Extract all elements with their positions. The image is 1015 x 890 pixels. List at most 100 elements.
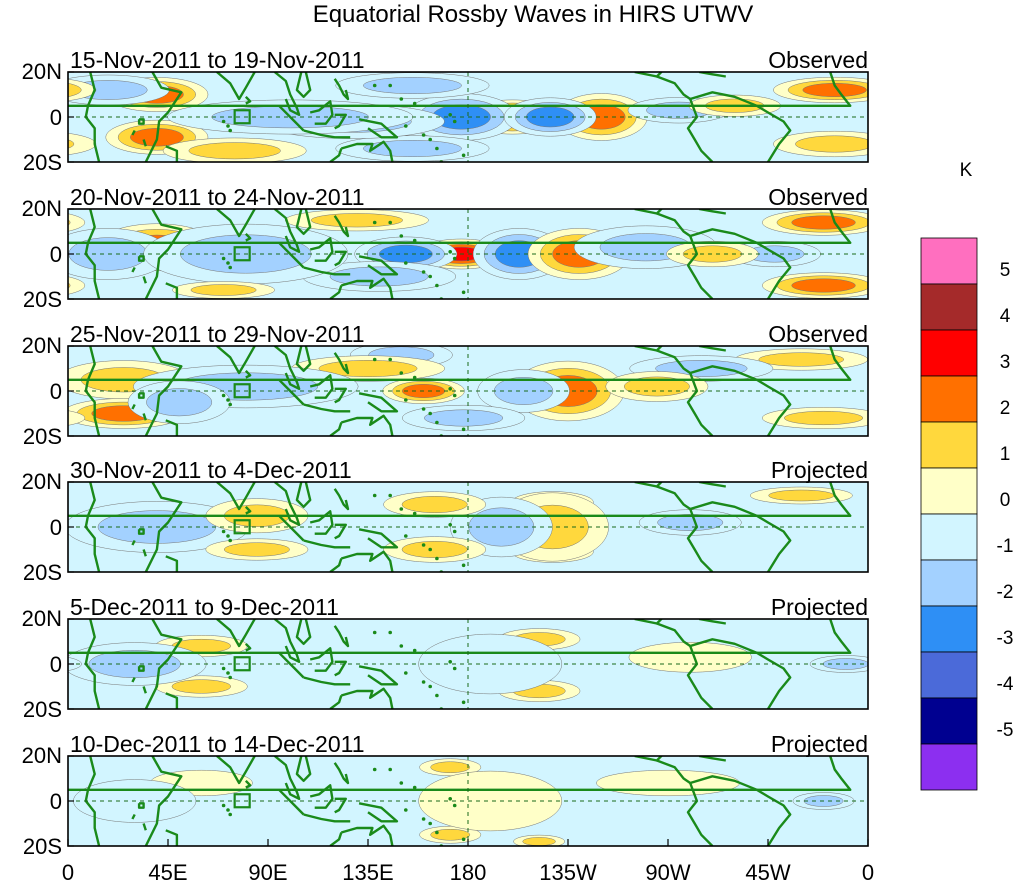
contour-level xyxy=(795,135,868,153)
y-tick-label: 0 xyxy=(50,379,62,404)
colorbar-level-label: 3 xyxy=(1000,352,1011,373)
y-tick-label: 0 xyxy=(50,515,62,540)
anomaly-blob xyxy=(68,74,170,106)
anomaly-blob xyxy=(172,281,275,299)
y-tick-label: 0 xyxy=(50,652,62,677)
colorbar-level-label: -3 xyxy=(997,628,1014,649)
anomaly-blob xyxy=(773,130,868,158)
panel-status-label: Projected xyxy=(771,594,868,620)
anomaly-blob xyxy=(596,769,740,797)
contour-level xyxy=(401,496,468,513)
colorbar-swatch xyxy=(920,559,978,607)
anomaly-blob xyxy=(773,76,868,104)
anomaly-blob xyxy=(762,407,868,429)
panel-status-label: Projected xyxy=(771,731,868,757)
chart-title: Equatorial Rossby Waves in HIRS UTWV xyxy=(313,1,754,28)
contour-level xyxy=(758,352,845,367)
anomaly-blob xyxy=(477,369,570,413)
colorbar-level-label: -5 xyxy=(997,720,1014,741)
y-tick-label: 20S xyxy=(23,287,62,312)
colorbar-level-label: 2 xyxy=(1000,398,1011,419)
colorbar-level-label: 5 xyxy=(1000,260,1011,281)
anomaly-blob xyxy=(762,272,868,299)
y-tick-label: 20N xyxy=(22,333,62,358)
x-axis: 0 45E 90E 135E 180 135W 90W 45W 0 xyxy=(62,839,874,885)
anomaly-blob xyxy=(762,209,868,236)
contour-level xyxy=(418,633,563,695)
contour-level xyxy=(791,215,856,230)
colorbar-level-label: -1 xyxy=(997,536,1014,557)
panel-status-label: Observed xyxy=(768,47,868,73)
panel-period-label: 15-Nov-2011 to 19-Nov-2011 xyxy=(70,47,365,73)
reference-box xyxy=(233,109,251,125)
x-tick-label: 135W xyxy=(539,860,597,885)
colorbar-units-label: K xyxy=(960,160,973,181)
anomaly-blob xyxy=(402,404,526,432)
anomaly-blob xyxy=(418,633,563,695)
anomaly-blob xyxy=(162,137,307,162)
coastlines xyxy=(68,346,852,436)
coastlines xyxy=(68,482,852,572)
anomaly-blob-wrap xyxy=(68,79,97,101)
coastlines xyxy=(68,72,852,162)
contour-level xyxy=(623,376,690,397)
anomaly-blob xyxy=(638,509,742,536)
x-tick-label: 0 xyxy=(862,860,874,885)
y-tick-label: 20S xyxy=(23,150,62,175)
contour-level xyxy=(430,829,471,841)
x-tick-label: 45W xyxy=(745,860,790,885)
contour-level xyxy=(401,541,468,558)
panel-status-label: Observed xyxy=(768,184,868,210)
panel-2: 20-Nov-2011 to 24-Nov-2011 Observed 20N 0 20… xyxy=(22,184,869,312)
colorbar-level-label: 1 xyxy=(1000,444,1011,465)
panel-period-label: 25-Nov-2011 to 29-Nov-2011 xyxy=(70,321,365,347)
anomaly-blob xyxy=(127,380,231,424)
colorbar-swatch xyxy=(920,237,978,285)
contour-level xyxy=(784,410,864,426)
panel-1: 15-Nov-2011 to 19-Nov-2011 Observed 20N 0 20… xyxy=(22,47,869,175)
colorbar-swatch xyxy=(920,651,978,699)
anomaly-blob xyxy=(419,826,482,844)
anomaly-blob xyxy=(335,72,490,99)
contour-level xyxy=(363,77,462,94)
anomaly-blob xyxy=(383,491,487,518)
y-tick-label: 20S xyxy=(23,424,62,449)
colorbar-level-label: -4 xyxy=(997,674,1014,695)
contour-level xyxy=(188,142,281,160)
colorbar-level-label: 0 xyxy=(1000,490,1011,511)
panel-period-label: 5-Dec-2011 to 9-Dec-2011 xyxy=(70,594,339,620)
anomaly-blob xyxy=(419,758,482,776)
panel-period-label: 10-Dec-2011 to 14-Dec-2011 xyxy=(70,731,365,757)
reference-box xyxy=(233,519,251,535)
reference-box xyxy=(233,383,251,399)
panel-period-label: 20-Nov-2011 to 24-Nov-2011 xyxy=(70,184,365,210)
contour-level xyxy=(768,489,835,502)
colorbar-swatch xyxy=(920,467,978,515)
colorbar-swatch xyxy=(920,513,978,561)
anomaly-blob xyxy=(383,536,487,563)
y-tick-label: 20N xyxy=(22,196,62,221)
contour-level xyxy=(522,837,556,846)
colorbar: K 5 4 3 2 1 0 -1 -2 -3 -4 -5 xyxy=(920,160,1014,791)
colorbar-swatch xyxy=(920,283,978,331)
panel-5: 5-Dec-2011 to 9-Dec-2011 Projected 20N 0 20S xyxy=(22,594,869,722)
y-tick-label: 20N xyxy=(22,59,62,84)
y-tick-label: 0 xyxy=(50,105,62,130)
panel-3: 25-Nov-2011 to 29-Nov-2011 Observed 20N 0 20… xyxy=(22,321,869,449)
colorbar-swatch xyxy=(920,375,978,423)
contour-level xyxy=(418,770,563,832)
contour-level xyxy=(190,284,257,296)
contour-level xyxy=(310,213,403,228)
panel-6: 10-Dec-2011 to 14-Dec-2011 Projected 20N 0 2… xyxy=(22,731,869,859)
y-tick-label: 20S xyxy=(23,697,62,722)
anomaly-blob-wrap xyxy=(68,276,86,295)
x-tick-label: 90E xyxy=(248,860,287,885)
x-tick-label: 180 xyxy=(450,860,487,885)
colorbar-swatch xyxy=(920,329,978,377)
panel-status-label: Projected xyxy=(771,457,868,483)
anomaly-blob xyxy=(205,538,309,561)
colorbar-swatch xyxy=(920,605,978,653)
panels: 15-Nov-2011 to 19-Nov-2011 Observed 20N 0 20… xyxy=(22,47,869,859)
reference-box xyxy=(233,246,251,262)
